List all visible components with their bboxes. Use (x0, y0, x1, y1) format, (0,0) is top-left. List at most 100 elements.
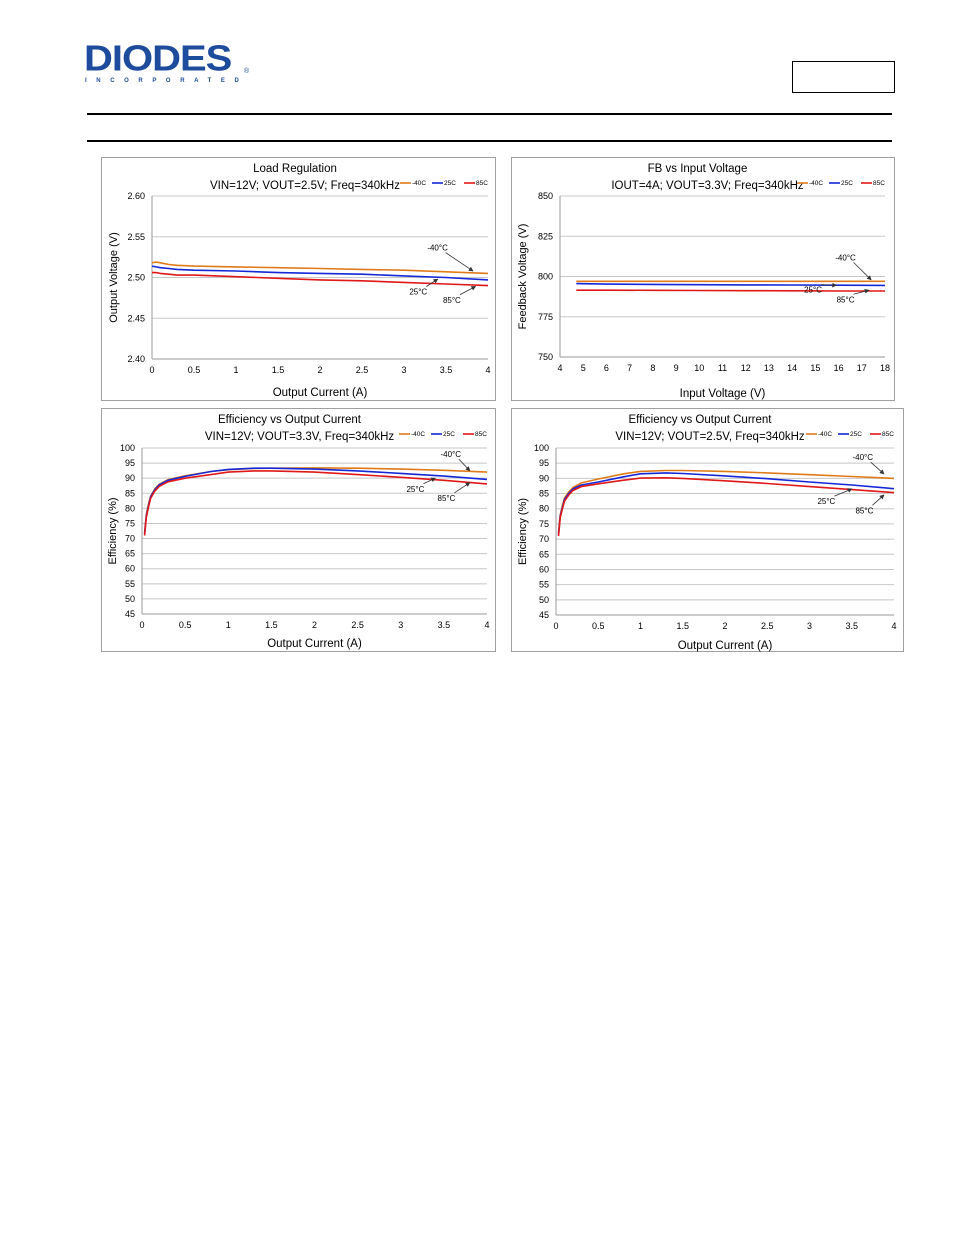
annotation-label: 85°C (443, 296, 461, 305)
y-axis-title: Output Voltage (V) (108, 232, 120, 323)
x-axis-title: Output Current (A) (267, 638, 362, 650)
x-tick-label: 4 (891, 621, 896, 631)
annotation-label: 25°C (409, 288, 427, 297)
y-axis-title: Efficiency (%) (517, 498, 529, 565)
y-tick-label: 50 (125, 594, 135, 604)
chart-title: Load Regulation (253, 163, 337, 175)
y-tick-label: 800 (538, 272, 553, 282)
y-tick-label: 850 (538, 191, 553, 201)
annotation-label: 25°C (406, 485, 424, 494)
annotation-label: 85°C (438, 494, 456, 503)
x-tick-label: 3.5 (440, 365, 453, 375)
legend-label: -40C (411, 431, 425, 438)
logo-wordmark: DIODES (84, 39, 232, 79)
chart-load-regulation: 2.40 2.45 2.50 2.55 2.60 0 0.5 1 1.5 2 2.5 3 3.5 4 Loa… (101, 157, 496, 401)
legend-label: -40C (809, 180, 823, 187)
x-tick-label: 13 (764, 363, 774, 373)
chart-subtitle: IOUT=4A; VOUT=3.3V; Freq=340kHz (611, 180, 804, 192)
chart-subtitle: VIN=12V; VOUT=3.3V, Freq=340kHz (205, 431, 395, 443)
y-tick-label: 65 (539, 549, 549, 559)
x-tick-label: 3 (807, 621, 812, 631)
y-tick-label: 825 (538, 231, 553, 241)
legend-label: 85C (475, 431, 487, 438)
legend-label: -40C (412, 180, 426, 187)
x-tick-label: 1.5 (265, 620, 278, 630)
y-tick-label: 75 (539, 519, 549, 529)
series-line-85c (576, 289, 885, 292)
x-tick-label: 3 (401, 365, 406, 375)
legend-label: 25C (444, 180, 456, 187)
x-tick-label: 2 (722, 621, 727, 631)
y-tick-label: 2.40 (127, 354, 145, 364)
x-tick-label: 1.5 (272, 365, 285, 375)
annotation-arrow (458, 458, 471, 472)
x-tick-label: 0 (149, 365, 154, 375)
x-tick-label: 0.5 (188, 365, 201, 375)
logo-registered-mark: ® (244, 68, 250, 75)
y-tick-label: 45 (539, 610, 549, 620)
chart-efficiency-vout-2v5: 45 50 55 60 65 70 75 80 85 90 95 100 0 0.5 1 1.5 2 2.5 3 3.… (511, 408, 904, 652)
y-tick-label: 90 (539, 473, 549, 483)
series-line-25c (576, 282, 886, 287)
x-tick-label: 1 (638, 621, 643, 631)
x-tick-label: 1 (226, 620, 231, 630)
annotation-arrow (445, 252, 474, 272)
annotation-label: 85°C (837, 295, 855, 304)
chart-title: Efficiency vs Output Current (629, 414, 773, 426)
y-tick-label: 750 (538, 352, 553, 362)
annotation-arrow (870, 461, 885, 475)
x-tick-label: 1.5 (676, 621, 689, 631)
annotation-arrow (423, 477, 436, 485)
annotation-arrow (853, 262, 872, 281)
x-tick-label: 3.5 (845, 621, 858, 631)
y-tick-label: 55 (539, 580, 549, 590)
x-tick-label: 0 (553, 621, 558, 631)
y-tick-label: 55 (125, 579, 135, 589)
y-tick-label: 100 (534, 443, 549, 453)
annotation-arrow (821, 282, 838, 288)
part-number-box (792, 61, 895, 93)
annotation-arrow (872, 494, 885, 506)
annotation-label: -40°C (427, 244, 448, 253)
chart-fb-vs-input-voltage: 750 775 800 825 850 4 5 6 7 8 9 10 11 12 13 14 15 16 17 18 F… (511, 157, 895, 401)
x-tick-label: 9 (674, 363, 679, 373)
chart-subtitle: VIN=12V; VOUT=2.5V; Freq=340kHz (210, 180, 400, 192)
y-tick-label: 90 (125, 473, 135, 483)
annotation-label: 85°C (855, 506, 873, 515)
series-line-85c (143, 470, 488, 536)
legend-label: -40C (818, 431, 832, 438)
series-line-40c (151, 261, 489, 275)
x-tick-label: 3 (398, 620, 403, 630)
annotation-arrow (459, 286, 477, 296)
legend-label: 25C (443, 431, 455, 438)
x-tick-label: 11 (718, 363, 727, 373)
y-tick-label: 2.45 (127, 313, 145, 323)
x-tick-label: 12 (741, 363, 751, 373)
chart-title: FB vs Input Voltage (648, 163, 748, 175)
series-line-25c (151, 265, 489, 281)
y-tick-label: 50 (539, 595, 549, 605)
y-tick-label: 65 (125, 549, 135, 559)
x-tick-label: 10 (694, 363, 704, 373)
x-tick-label: 18 (880, 363, 890, 373)
x-tick-label: 15 (810, 363, 820, 373)
x-axis-title: Output Current (A) (273, 387, 368, 399)
logo-subtext: INCORPORATED (85, 78, 249, 84)
header-rule-bottom (87, 140, 892, 142)
annotation-label: 25°C (804, 286, 822, 295)
y-tick-label: 75 (125, 518, 135, 528)
x-tick-label: 4 (485, 365, 490, 375)
x-tick-label: 2.5 (761, 621, 774, 631)
y-tick-label: 85 (125, 488, 135, 498)
annotation-arrow (454, 482, 471, 494)
x-tick-label: 2 (312, 620, 317, 630)
legend-label: 85C (873, 180, 885, 187)
x-tick-label: 2.5 (351, 620, 364, 630)
x-tick-label: 7 (627, 363, 632, 373)
chart-subtitle: VIN=12V; VOUT=2.5V, Freq=340kHz (615, 431, 805, 443)
x-tick-label: 17 (857, 363, 867, 373)
annotation-arrow (834, 488, 853, 497)
y-axis-title: Feedback Voltage (V) (517, 224, 529, 330)
annotation-label: -40°C (835, 253, 856, 262)
y-tick-label: 2.60 (127, 191, 145, 201)
